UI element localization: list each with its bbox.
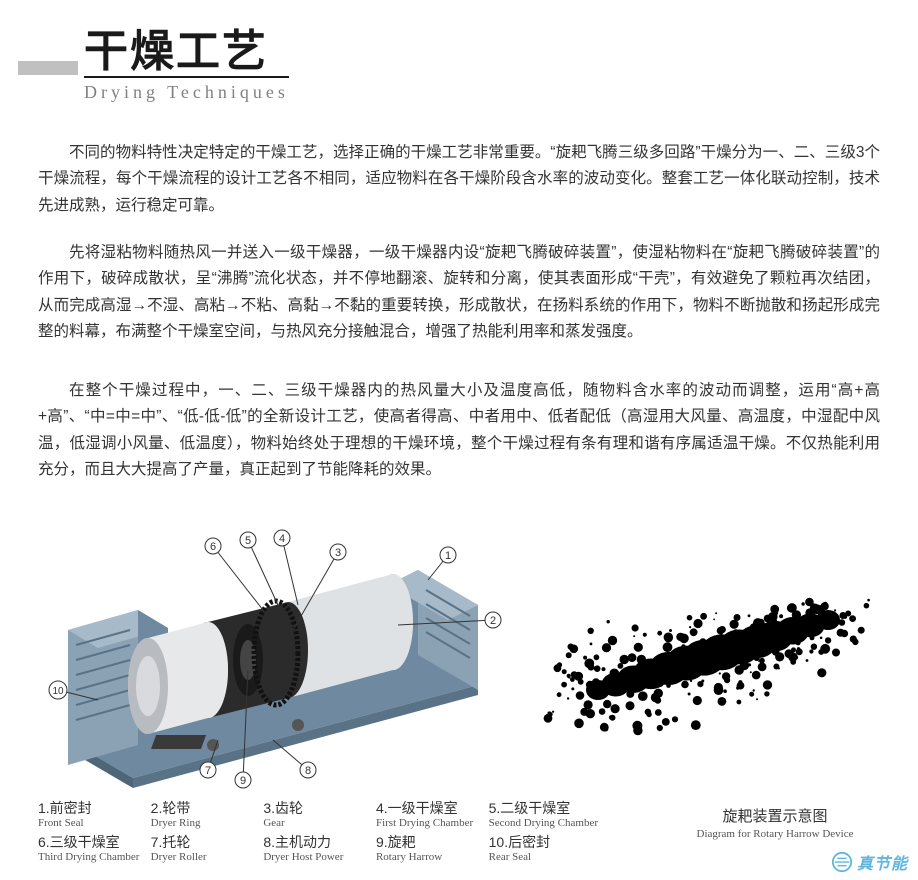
parts-legend: 1.前密封 Front Seal2.轮带 Dryer Ring3.齿轮 Gear… [38, 800, 598, 864]
legend-en: Dryer Host Power [263, 851, 368, 864]
legend-en: Front Seal [38, 817, 143, 830]
legend-cn: 4.一级干燥室 [376, 800, 481, 817]
legend-item-5: 5.二级干燥室 Second Drying Chamber [489, 800, 598, 830]
legend-en: Dryer Roller [151, 851, 256, 864]
svg-text:9: 9 [240, 775, 246, 787]
figure-area: 6 5 4 3 1 2 10 7 9 8 [38, 510, 880, 800]
legend-item-6: 6.三级干燥室 Third Drying Chamber [38, 834, 143, 864]
svg-text:4: 4 [279, 533, 285, 545]
machine-svg: 6 5 4 3 1 2 10 7 9 8 [38, 510, 518, 800]
paragraph-2: 先将湿粘物料随热风一并送入一级干燥器，一级干燥器内设“旋耙飞腾破碎装置”，使湿粘… [38, 240, 880, 345]
legend-item-4: 4.一级干燥室 First Drying Chamber [376, 800, 481, 830]
machine-diagram: 6 5 4 3 1 2 10 7 9 8 [38, 510, 518, 800]
legend-item-7: 7.托轮 Dryer Roller [151, 834, 256, 864]
legend-en: Dryer Ring [151, 817, 256, 830]
legend-cn: 3.齿轮 [263, 800, 368, 817]
legend-cn: 5.二级干燥室 [489, 800, 598, 817]
rotary-caption-cn: 旋耙装置示意图 [650, 805, 900, 826]
watermark-text: 真节能 [857, 850, 908, 874]
legend-item-9: 9.旋耙 Rotary Harrow [376, 834, 481, 864]
legend-en: Third Drying Chamber [38, 851, 143, 864]
legend-cn: 10.后密封 [489, 834, 598, 851]
legend-en: Gear [263, 817, 368, 830]
svg-text:6: 6 [210, 541, 216, 553]
legend-item-3: 3.齿轮 Gear [263, 800, 368, 830]
watermark-logo-icon [831, 851, 853, 873]
legend-en: Second Drying Chamber [489, 817, 598, 830]
svg-text:10: 10 [52, 686, 64, 697]
title-en: Drying Techniques [84, 82, 289, 103]
legend-en: Rotary Harrow [376, 851, 481, 864]
legend-cn: 6.三级干燥室 [38, 834, 143, 851]
page-header: 干燥工艺 Drying Techniques [18, 30, 289, 103]
legend-item-2: 2.轮带 Dryer Ring [151, 800, 256, 830]
svg-text:8: 8 [305, 765, 311, 777]
paragraph-1: 不同的物料特性决定特定的干燥工艺，选择正确的干燥工艺非常重要。“旋耙飞腾三级多回… [38, 140, 880, 219]
legend-item-10: 10.后密封 Rear Seal [489, 834, 598, 864]
svg-text:2: 2 [490, 615, 496, 627]
svg-text:1: 1 [445, 550, 451, 562]
rotary-caption-en: Diagram for Rotary Harrow Device [650, 828, 900, 840]
rotary-harrow-diagram [518, 510, 880, 800]
legend-item-8: 8.主机动力 Dryer Host Power [263, 834, 368, 864]
particle-svg [538, 540, 878, 760]
rotary-caption: 旋耙装置示意图 Diagram for Rotary Harrow Device [650, 805, 900, 840]
title-cn: 干燥工艺 [84, 30, 289, 78]
title-wrap: 干燥工艺 Drying Techniques [84, 30, 289, 103]
legend-cn: 9.旋耙 [376, 834, 481, 851]
legend-en: Rear Seal [489, 851, 598, 864]
paragraph-3: 在整个干燥过程中，一、二、三级干燥器内的热风量大小及温度高低，随物料含水率的波动… [38, 378, 880, 483]
legend-cn: 2.轮带 [151, 800, 256, 817]
header-accent-bar [18, 61, 78, 75]
legend-cn: 7.托轮 [151, 834, 256, 851]
svg-text:3: 3 [335, 547, 341, 559]
svg-text:5: 5 [245, 535, 251, 547]
watermark: 真节能 [831, 850, 908, 874]
legend-en: First Drying Chamber [376, 817, 481, 830]
legend-item-1: 1.前密封 Front Seal [38, 800, 143, 830]
legend-cn: 8.主机动力 [263, 834, 368, 851]
legend-cn: 1.前密封 [38, 800, 143, 817]
svg-text:7: 7 [205, 765, 211, 777]
